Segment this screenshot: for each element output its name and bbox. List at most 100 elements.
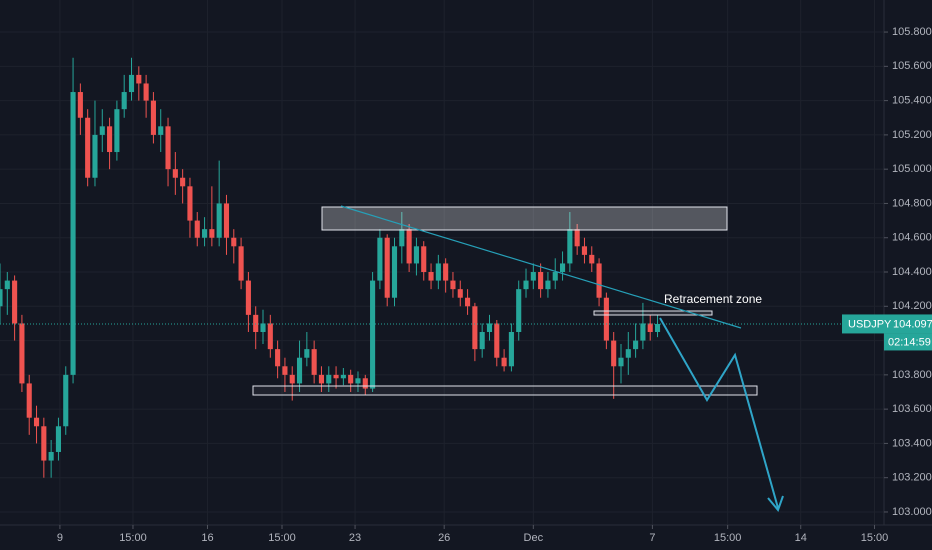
x-tick-label: 16 [201,532,213,544]
candle-body [136,74,142,84]
x-tick-label: 15:00 [268,532,296,544]
candle-body [19,323,25,384]
candle-body [150,100,156,135]
candle-body [289,374,295,384]
y-tick-label: 103.600 [892,403,932,415]
candle-body [377,237,383,281]
x-tick-label: 15:00 [714,532,742,544]
candle-body [202,229,208,238]
candle-body [296,357,303,384]
candle-body [114,109,120,153]
candle-body [428,272,434,281]
candle-body [143,83,149,101]
x-tick-label: 23 [349,532,361,544]
candle-body [4,280,10,290]
candle-body [508,332,514,367]
candle-body [391,246,398,298]
candle-body [552,272,558,281]
candle-body [355,378,361,384]
candle-body [63,374,69,427]
candle-body [260,323,266,333]
symbol-label: USDJPY [848,318,892,330]
support-zone [252,385,758,396]
candles [0,57,884,478]
retracement-box [593,310,713,316]
candle-body [275,349,281,367]
y-tick-label: 105.400 [892,95,932,107]
candle-body [450,280,456,290]
candle-body [238,246,244,281]
candle-body [70,92,76,375]
candle-body [362,378,368,389]
y-tick-label: 105.200 [892,129,932,141]
candle-body [574,229,580,247]
candle-body [180,177,186,187]
x-tick-label: 14 [795,532,807,544]
candle-body [465,297,471,307]
candle-body [348,374,354,384]
candle-body [267,323,273,350]
candle-body [559,263,566,273]
candle-body [304,349,310,358]
candle-body [85,117,91,178]
candle-body [92,134,98,178]
candle-body [311,349,317,375]
x-tick-label: 15:00 [861,532,889,544]
candle-body [370,280,376,389]
candle-body [545,280,551,290]
candle-body [318,374,325,384]
candle-body [625,349,631,358]
candle-body [172,169,178,178]
candle-body [41,426,47,461]
y-tick-label: 105.800 [892,26,932,38]
candle-body [326,374,332,384]
candle-body [399,229,405,247]
candle-body [107,126,113,153]
candle-body [501,357,507,367]
candle-body [640,323,646,341]
candle-body [209,229,215,238]
candle-body [486,323,493,333]
candle-body [406,229,412,264]
candle-body [435,263,441,281]
candle-body [567,229,573,264]
x-tick-label: Dec [524,532,544,544]
candle-body [253,314,259,333]
candle-body [413,246,419,264]
last-price-box [842,314,932,334]
trendline [340,205,742,329]
candle-body [48,451,54,461]
candle-body [231,237,237,247]
candle-body [282,366,288,375]
candle-body [340,374,346,379]
y-tick-label: 103.800 [892,369,932,381]
candle-body [421,246,427,273]
candle-body [596,263,602,298]
candle-body [245,280,251,315]
candle-body [223,203,230,238]
candle-body [603,297,609,341]
candle-body [99,126,105,135]
candle-body [530,272,536,281]
candle-body [538,272,544,290]
y-tick-label: 104.200 [892,300,932,312]
candle-body [611,340,617,367]
x-tick-label: 7 [649,532,655,544]
countdown-label: 02:14:59 [888,336,931,348]
candle-body [472,306,478,350]
candle-body [216,203,222,238]
countdown-box [884,333,932,351]
price-label: 104.097 [893,318,932,330]
x-tick-label: 9 [57,532,63,544]
candle-body [158,126,164,135]
candle-body [128,74,135,93]
candle-body [443,263,449,281]
candle-body [589,254,595,264]
candle-body [384,237,390,298]
candle-body [187,186,193,221]
candle-body [516,289,522,333]
candle-body [457,289,463,298]
candle-body [121,92,127,110]
candle-body [0,289,3,307]
